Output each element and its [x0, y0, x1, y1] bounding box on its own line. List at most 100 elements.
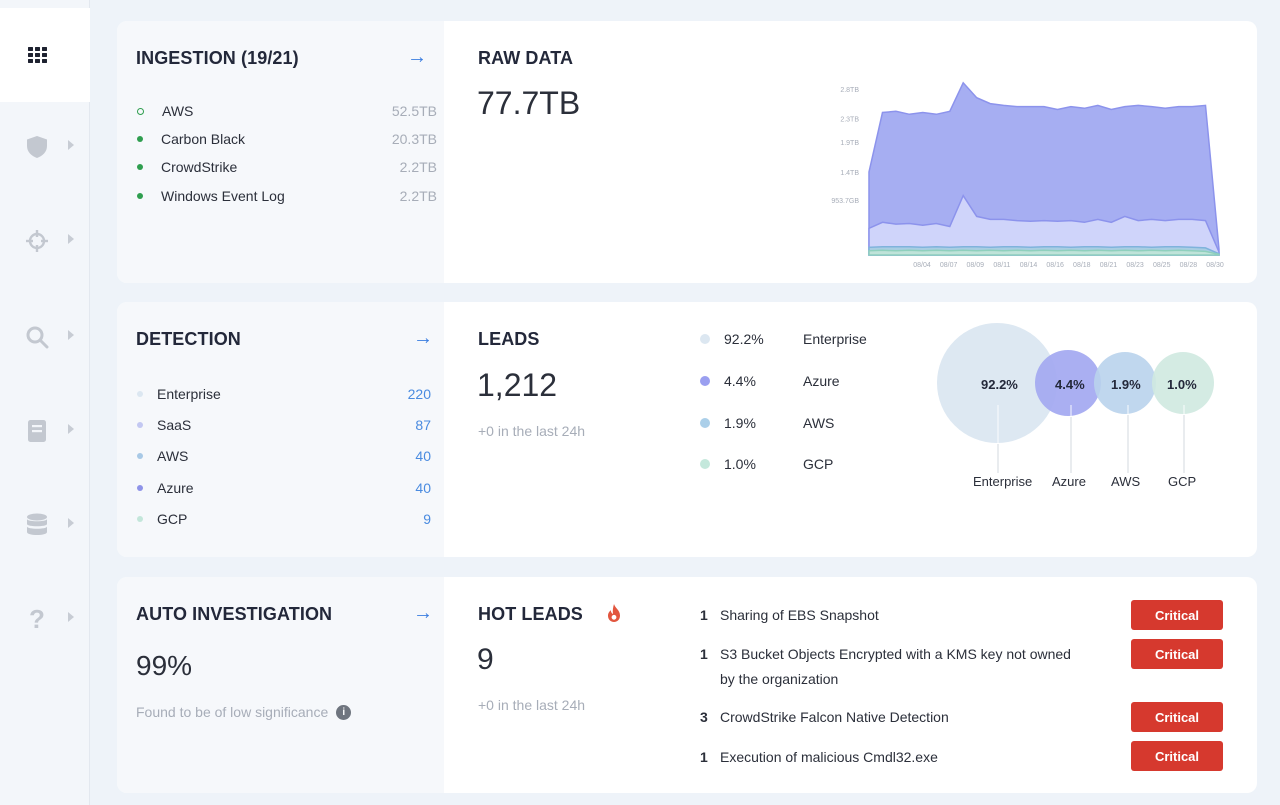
sidebar-item-data[interactable] — [0, 504, 90, 544]
status-dot — [137, 193, 143, 199]
area-series-3 — [868, 249, 1220, 256]
source-size: 52.5TB — [391, 103, 437, 119]
list-item[interactable]: GCP 9 — [137, 508, 431, 530]
book-icon — [24, 418, 50, 444]
info-icon[interactable]: i — [336, 704, 352, 720]
bubble-caption-azure: Azure — [1052, 474, 1086, 489]
hot-leads-value: 9 — [477, 643, 494, 676]
list-item[interactable]: SaaS 87 — [137, 414, 431, 436]
bubble-pct-azure: 4.4% — [1055, 377, 1085, 392]
hot-lead-count: 1 — [700, 607, 708, 623]
bubble-pct-gcp: 1.0% — [1167, 377, 1197, 392]
hot-leads-title: HOT LEADS — [478, 604, 583, 624]
legend-dot — [137, 391, 143, 397]
raw-data-title: RAW DATA — [478, 48, 574, 68]
x-tick-label: 08/25 — [1153, 262, 1171, 269]
detection-count: 220 — [407, 386, 431, 402]
source-label: CrowdStrike — [161, 159, 238, 175]
chevron-right-icon — [68, 424, 74, 434]
hot-lead-count: 1 — [700, 646, 708, 662]
legend-dot — [137, 485, 143, 491]
grid-icon — [25, 42, 51, 68]
auto-investigation-title: AUTO INVESTIGATION — [136, 604, 333, 624]
crosshair-icon — [24, 228, 50, 254]
hot-lead-item[interactable]: 1 Execution of malicious Cmdl32.exe — [700, 749, 1225, 774]
status-dot — [137, 164, 143, 170]
sidebar-item-targets[interactable] — [0, 220, 90, 260]
source-label: AWS — [162, 103, 194, 119]
bubble-pct-aws: 1.9% — [1111, 377, 1141, 392]
legend-dot — [137, 516, 143, 522]
chevron-right-icon — [68, 612, 74, 622]
raw-data-value: 77.7TB — [477, 85, 581, 121]
detection-count: 40 — [415, 480, 431, 496]
x-tick-label: 08/30 — [1206, 262, 1224, 269]
detection-title: DETECTION — [136, 329, 241, 349]
legend-pct: 1.9% — [724, 415, 756, 431]
hot-lead-item[interactable]: 1 S3 Bucket Objects Encrypted with a KMS… — [700, 646, 1225, 696]
leads-title: LEADS — [478, 329, 540, 349]
investigation-panel — [117, 577, 444, 793]
hot-lead-count: 1 — [700, 749, 708, 765]
x-tick-label: 08/04 — [913, 262, 931, 269]
bubble-gcp — [1152, 352, 1214, 414]
list-item[interactable]: AWS 40 — [137, 445, 431, 467]
list-item: AWS 52.5TB — [137, 100, 437, 122]
legend-pct: 4.4% — [724, 373, 756, 389]
sidebar-item-docs[interactable] — [0, 410, 90, 450]
x-tick-label: 08/23 — [1126, 262, 1144, 269]
detection-label: Enterprise — [157, 386, 221, 402]
list-item[interactable]: Azure 40 — [137, 477, 431, 499]
auto-investigation-value: 99% — [136, 650, 193, 681]
shield-icon — [24, 134, 50, 160]
sidebar-item-dashboard[interactable] — [0, 34, 90, 74]
bubble-aws — [1094, 352, 1156, 414]
ingestion-arrow-icon[interactable]: → — [407, 46, 427, 68]
hot-lead-count: 3 — [700, 709, 708, 725]
legend-label: AWS — [803, 415, 835, 431]
hot-lead-title[interactable]: S3 Bucket Objects Encrypted with a KMS k… — [720, 646, 1071, 687]
search-icon — [24, 324, 50, 350]
y-tick-label: 2.3TB — [840, 116, 859, 123]
hot-lead-title[interactable]: Execution of malicious Cmdl32.exe — [720, 749, 938, 765]
raw-data-chart: 2.8TB 2.3TB 1.9TB 1.4TB 953.7GB 08/04 08/07 08/… — [831, 81, 1224, 269]
source-label: Carbon Black — [161, 131, 246, 147]
sidebar-item-security[interactable] — [0, 126, 90, 166]
source-label: Windows Event Log — [161, 188, 285, 204]
list-item[interactable]: Enterprise 220 — [137, 383, 431, 405]
list-item: Carbon Black 20.3TB — [137, 128, 437, 150]
auto-investigation-arrow-icon[interactable]: → — [413, 602, 433, 624]
detection-arrow-icon[interactable]: → — [413, 327, 433, 349]
hot-lead-title[interactable]: Sharing of EBS Snapshot — [720, 607, 879, 623]
hot-lead-item[interactable]: 3 CrowdStrike Falcon Native Detection — [700, 709, 1225, 734]
detection-count: 40 — [415, 448, 431, 464]
severity-badge: Critical — [1131, 600, 1223, 630]
auto-investigation-note: Found to be of low significance — [136, 704, 329, 720]
x-tick-label: 08/21 — [1100, 262, 1118, 269]
bubble-azure — [1035, 350, 1101, 416]
area-series-1 — [868, 194, 1220, 256]
legend-dot — [137, 453, 143, 459]
hot-lead-title[interactable]: CrowdStrike Falcon Native Detection — [720, 709, 949, 725]
status-dot — [137, 136, 143, 142]
database-icon — [24, 512, 50, 538]
bubble-pct-enterprise: 92.2% — [981, 377, 1018, 392]
hot-lead-item[interactable]: 1 Sharing of EBS Snapshot — [700, 607, 1225, 632]
legend-dot — [700, 418, 710, 428]
legend-dot — [137, 422, 143, 428]
source-size: 2.2TB — [399, 188, 437, 204]
chevron-right-icon — [68, 330, 74, 340]
leads-bubble-chart — [937, 323, 1214, 473]
detection-label: SaaS — [157, 417, 192, 433]
sidebar-item-help[interactable]: ? — [0, 598, 90, 638]
x-tick-label: 08/28 — [1180, 262, 1198, 269]
sidebar-item-search[interactable] — [0, 316, 90, 356]
auto-investigation-note-row: Found to be of low significance i — [136, 704, 352, 720]
x-tick-label: 08/09 — [967, 262, 985, 269]
sidebar: ? — [0, 0, 90, 805]
y-tick-label: 953.7GB — [831, 198, 859, 205]
bubble-caption-gcp: GCP — [1168, 474, 1197, 489]
legend-label: GCP — [803, 456, 834, 472]
legend-dot — [700, 334, 710, 344]
legend-pct: 1.0% — [724, 456, 756, 472]
